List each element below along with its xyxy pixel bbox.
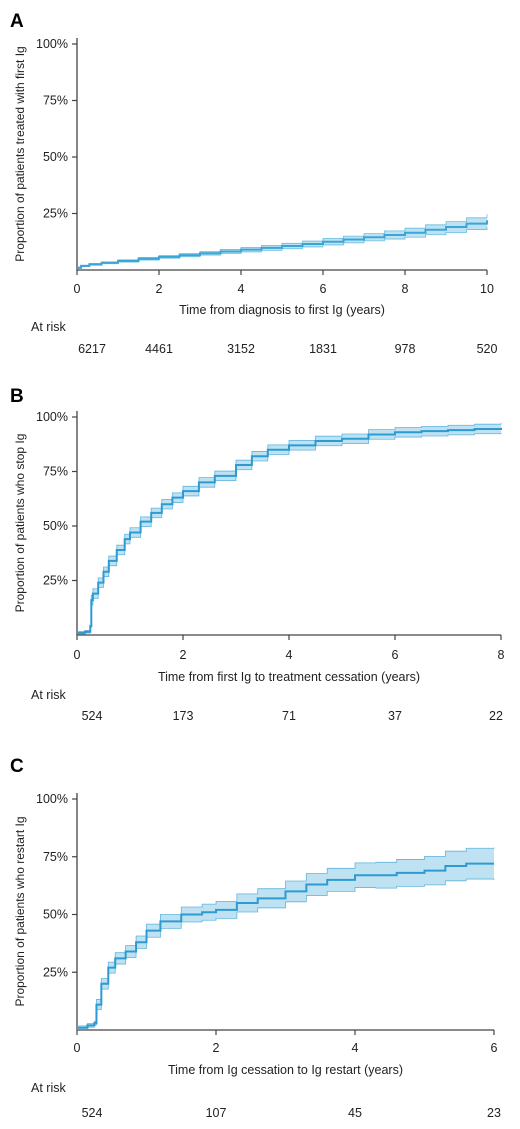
x-tick-label: 6 xyxy=(491,1041,498,1055)
chart-c-svg: C 25% 50% 75% 100% 0 2 4 6 Time from Ig cessatio… xyxy=(10,756,501,1120)
panel-letter-a: A xyxy=(10,11,24,32)
x-tick-label: 8 xyxy=(498,648,505,662)
chart-b-plot: 25% 50% 75% 100% 0 2 4 6 8 Time from first Ig to … xyxy=(13,410,505,723)
panel-a: A 25% 50% 75% 100% 0 2 4 6 8 10 Time from diagnosi… xyxy=(0,0,520,372)
y-tick-label: 100% xyxy=(36,37,68,51)
at-risk-value: 173 xyxy=(173,709,194,723)
y-axis-title-c: Proportion of patients who restart Ig xyxy=(13,816,27,1006)
y-axis-title-b: Proportion of patients who stop Ig xyxy=(13,434,27,613)
at-risk-value: 6217 xyxy=(78,342,106,356)
confidence-band-c xyxy=(77,847,494,1030)
chart-a-svg: A 25% 50% 75% 100% 0 2 4 6 8 10 Time from diagnosi… xyxy=(10,11,497,356)
x-tick-label: 8 xyxy=(402,282,409,296)
at-risk-value: 22 xyxy=(489,709,503,723)
x-tick-label: 0 xyxy=(74,648,81,662)
at-risk-value: 71 xyxy=(282,709,296,723)
x-tick-label: 4 xyxy=(352,1041,359,1055)
y-tick-label: 75% xyxy=(43,850,68,864)
ci-upper-line-c xyxy=(77,847,495,1027)
at-risk-value: 37 xyxy=(388,709,402,723)
cumulative-incidence-line-b xyxy=(77,427,502,634)
x-tick-label: 4 xyxy=(286,648,293,662)
y-tick-label: 75% xyxy=(43,465,68,479)
chart-b-svg: B 25% 50% 75% 100% 0 2 4 6 8 Time from first Ig t… xyxy=(10,386,505,723)
x-tick-label: 0 xyxy=(74,1041,81,1055)
at-risk-value: 107 xyxy=(206,1106,227,1120)
x-tick-label: 10 xyxy=(480,282,494,296)
cumulative-incidence-line-c xyxy=(77,862,494,1029)
at-risk-value: 45 xyxy=(348,1106,362,1120)
y-tick-label: 50% xyxy=(43,150,68,164)
at-risk-title-b: At risk xyxy=(31,688,66,702)
at-risk-value: 520 xyxy=(477,342,498,356)
at-risk-value: 23 xyxy=(487,1106,501,1120)
at-risk-value: 3152 xyxy=(227,342,255,356)
panel-letter-b: B xyxy=(10,386,24,407)
x-tick-label: 0 xyxy=(74,282,81,296)
at-risk-value: 524 xyxy=(82,1106,103,1120)
y-axis-title-a: Proportion of patients treated with firs… xyxy=(13,46,27,261)
y-tick-label: 100% xyxy=(36,792,68,806)
x-tick-label: 4 xyxy=(238,282,245,296)
y-tick-label: 25% xyxy=(43,207,68,221)
x-axis-title-c: Time from Ig cessation to Ig restart (ye… xyxy=(168,1063,403,1077)
at-risk-value: 978 xyxy=(395,342,416,356)
y-tick-label: 50% xyxy=(43,519,68,533)
panel-letter-c: C xyxy=(10,756,24,777)
at-risk-value: 4461 xyxy=(145,342,173,356)
panel-c: C 25% 50% 75% 100% 0 2 4 6 Time from Ig cessatio… xyxy=(0,747,520,1129)
x-axis-title-a: Time from diagnosis to first Ig (years) xyxy=(179,303,385,317)
x-tick-label: 6 xyxy=(392,648,399,662)
x-axis-title-b: Time from first Ig to treatment cessatio… xyxy=(158,670,420,684)
y-tick-label: 25% xyxy=(43,574,68,588)
chart-c-plot: 25% 50% 75% 100% 0 2 4 6 Time from Ig cessation … xyxy=(13,792,501,1120)
y-tick-label: 100% xyxy=(36,410,68,424)
at-risk-title-a: At risk xyxy=(31,320,66,334)
at-risk-title-c: At risk xyxy=(31,1081,66,1095)
x-tick-label: 2 xyxy=(180,648,187,662)
y-tick-label: 75% xyxy=(43,94,68,108)
x-tick-label: 2 xyxy=(156,282,163,296)
x-tick-label: 2 xyxy=(213,1041,220,1055)
x-tick-label: 6 xyxy=(320,282,327,296)
ci-lower-line-c xyxy=(77,878,495,1030)
panel-b: B 25% 50% 75% 100% 0 2 4 6 8 Time from first Ig t… xyxy=(0,372,520,747)
y-tick-label: 25% xyxy=(43,965,68,979)
y-tick-label: 50% xyxy=(43,908,68,922)
at-risk-value: 1831 xyxy=(309,342,337,356)
at-risk-value: 524 xyxy=(82,709,103,723)
chart-a-plot: 25% 50% 75% 100% 0 2 4 6 8 10 Time from diagnosis … xyxy=(13,37,497,356)
cumulative-incidence-line-a xyxy=(77,220,488,269)
